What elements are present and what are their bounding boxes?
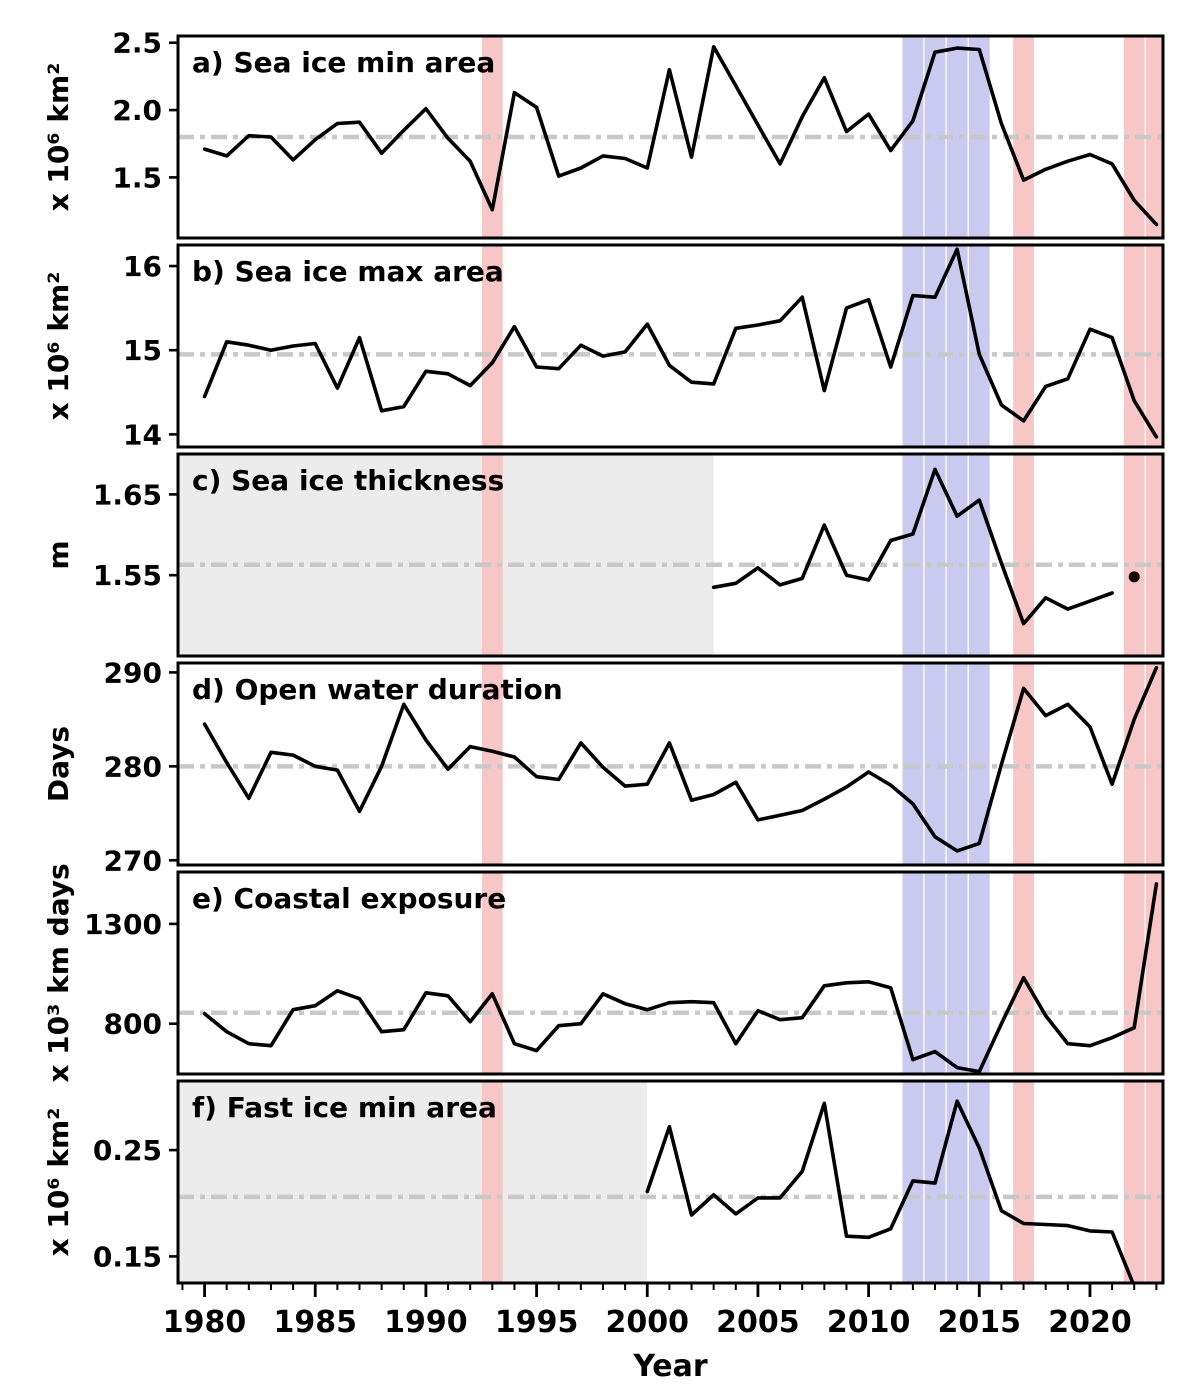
event-band-red-2017 (1013, 872, 1034, 1074)
panel-d-ylabel: Days (42, 726, 75, 802)
event-band-blue-2012 (902, 454, 924, 656)
panel-e-ytick-label: 800 (104, 1008, 162, 1041)
event-band-red-2017 (1013, 663, 1034, 865)
panel-a-border (176, 34, 1165, 240)
event-band-blue-2013 (924, 36, 946, 238)
event-band-blue-2013 (924, 454, 946, 656)
panel-c-border (176, 452, 1165, 658)
panel-a-ytick-label: 2.5 (112, 27, 162, 60)
event-band-red-2022 (1123, 454, 1145, 656)
event-band-red-2017 (1013, 36, 1034, 238)
panel-c-title: c) Sea ice thickness (192, 464, 504, 497)
panel-b-ytick-label: 14 (123, 418, 162, 451)
panel-c-ytick-label: 1.55 (93, 559, 162, 592)
event-band-blue-2014 (946, 36, 968, 238)
xaxis-tick-label: 1985 (273, 1305, 357, 1340)
panel-c-ylabel: m (42, 540, 75, 569)
xaxis-tick-label: 2005 (716, 1305, 800, 1340)
xaxis-tick-label: 1980 (163, 1305, 247, 1340)
panel-f-title: f) Fast ice min area (192, 1091, 497, 1124)
event-band-red-2017 (1013, 245, 1034, 447)
panel-e-ytick-label: 1300 (84, 908, 162, 941)
panel-c (178, 454, 1163, 656)
panel-b-border (176, 243, 1165, 449)
panel-f-no-data-region (178, 1081, 648, 1283)
panel-f-ytick-label: 0.25 (93, 1134, 162, 1167)
panel-d-title: d) Open water duration (192, 673, 563, 706)
panel-d-ytick-label: 270 (104, 844, 162, 877)
panel-f (178, 1081, 1163, 1283)
panel-c-data-dot (1128, 571, 1140, 583)
panel-a-title: a) Sea ice min area (192, 46, 495, 79)
event-band-red-2022 (1123, 663, 1145, 865)
panel-a-ylabel: x 10⁶ km² (42, 63, 75, 212)
event-band-blue-2015 (968, 663, 990, 865)
event-band-red-2022 (1123, 1081, 1145, 1283)
panel-d-border (176, 661, 1165, 867)
panel-e (178, 872, 1163, 1074)
panel-c-no-data-region (178, 454, 714, 656)
xaxis-tick-label: 1995 (495, 1305, 579, 1340)
event-band-red-2023 (1145, 1081, 1163, 1283)
event-band-blue-2013 (924, 663, 946, 865)
panel-b-ylabel: x 10⁶ km² (42, 272, 75, 421)
event-band-red-2017 (1013, 1081, 1034, 1283)
event-band-red-2023 (1145, 36, 1163, 238)
event-band-blue-2014 (946, 872, 968, 1074)
panel-f-ytick-label: 0.15 (93, 1240, 162, 1273)
xaxis-title: Year (632, 1349, 708, 1384)
panel-a-ytick-label: 2.0 (112, 94, 162, 127)
event-band-blue-2014 (946, 1081, 968, 1283)
event-band-blue-2014 (946, 245, 968, 447)
event-band-red-1993 (481, 872, 503, 1074)
event-band-red-1993 (481, 663, 503, 865)
panel-d-data-line (202, 665, 1159, 853)
panel-b-ytick-label: 15 (123, 334, 162, 367)
event-band-red-2023 (1145, 663, 1163, 865)
event-band-red-1993 (481, 245, 503, 447)
panel-f-ylabel: x 10⁶ km² (42, 1108, 75, 1257)
panel-e-border (176, 870, 1165, 1076)
xaxis-tick-label: 1990 (384, 1305, 468, 1340)
event-band-red-2023 (1145, 454, 1163, 656)
panel-d-ytick-label: 280 (104, 750, 162, 783)
event-band-blue-2014 (946, 663, 968, 865)
panel-c-ytick-label: 1.65 (93, 478, 162, 511)
panel-b-title: b) Sea ice max area (192, 255, 504, 288)
panel-c-data-line (711, 467, 1114, 626)
panel-a-ytick-label: 1.5 (112, 161, 162, 194)
panel-e-ylabel: x 10³ km days (42, 863, 75, 1082)
panel-d-ytick-label: 290 (104, 656, 162, 689)
panel-e-data-line (202, 882, 1159, 1074)
panel-d (178, 663, 1163, 865)
panel-b-ytick-label: 16 (123, 250, 162, 283)
panel-f-data-line (645, 1099, 1135, 1283)
event-band-blue-2015 (968, 1081, 990, 1283)
panel-a-data-line (202, 44, 1159, 227)
panel-b-data-line (202, 247, 1159, 439)
event-band-blue-2013 (924, 872, 946, 1074)
xaxis-tick-label: 2010 (827, 1305, 911, 1340)
event-band-red-2022 (1123, 245, 1145, 447)
panel-a (178, 36, 1163, 238)
panel-e-title: e) Coastal exposure (192, 882, 506, 915)
event-band-red-1993 (481, 454, 503, 656)
panel-f-border (176, 1079, 1165, 1285)
event-band-red-2022 (1123, 36, 1145, 238)
event-band-blue-2015 (968, 872, 990, 1074)
xaxis-tick-label: 2015 (938, 1305, 1022, 1340)
xaxis-tick-label: 2020 (1048, 1305, 1132, 1340)
event-band-blue-2012 (902, 872, 924, 1074)
xaxis-tick-label: 2000 (606, 1305, 690, 1340)
event-band-red-1993 (481, 1081, 503, 1283)
event-band-red-2022 (1123, 872, 1145, 1074)
event-band-red-2023 (1145, 245, 1163, 447)
panel-b (178, 245, 1163, 447)
